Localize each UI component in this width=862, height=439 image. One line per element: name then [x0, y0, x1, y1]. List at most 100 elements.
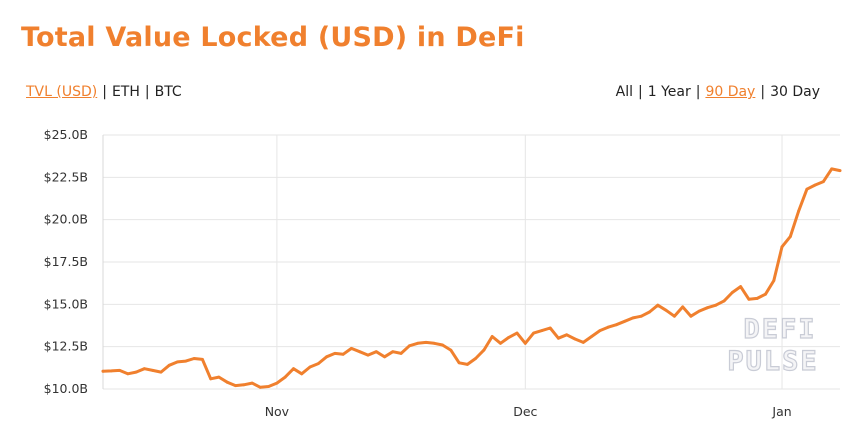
data-point: [788, 235, 792, 238]
y-tick-label: $12.5B: [44, 339, 88, 354]
data-point: [664, 308, 668, 312]
data-point: [242, 383, 246, 387]
data-point: [292, 367, 295, 371]
data-point: [557, 336, 560, 340]
data-point: [673, 314, 676, 318]
data-point: [143, 367, 146, 371]
chart-series: [101, 167, 842, 389]
y-axis: $10.0B $12.5B $15.0B $17.5B $20.0B $22.5B $25.…: [44, 127, 88, 396]
data-point: [316, 362, 320, 365]
data-point: [656, 303, 660, 307]
data-point: [706, 306, 709, 310]
data-point: [358, 350, 362, 354]
data-point: [109, 369, 113, 373]
unit-option-eth[interactable]: ETH: [111, 84, 140, 100]
data-point: [689, 314, 693, 318]
range-option-90-day[interactable]: 90 Day: [705, 84, 756, 100]
y-tick-label: $17.5B: [44, 254, 88, 269]
data-point: [730, 291, 734, 294]
data-point: [325, 355, 328, 359]
data-point: [532, 331, 535, 335]
data-point: [151, 369, 155, 372]
x-tick-label: Nov: [265, 404, 290, 419]
data-point: [366, 353, 370, 357]
watermark-line-1: DEFI: [743, 314, 816, 345]
data-point: [681, 305, 685, 309]
data-point: [474, 357, 477, 360]
data-point: [201, 358, 204, 361]
y-tick-label: $20.0B: [44, 212, 88, 227]
x-tick-label: Jan: [771, 404, 791, 419]
separator: |: [760, 84, 766, 100]
unit-option-tvl-usd[interactable]: TVL (USD): [26, 84, 98, 100]
data-point: [598, 329, 602, 332]
data-point: [822, 180, 825, 183]
data-point: [449, 348, 453, 352]
separator: |: [638, 84, 643, 100]
data-point: [192, 357, 196, 360]
data-point: [540, 329, 544, 332]
tvl-line-chart: DEFI PULSE $10.0B $12.5B $15.0B $17.5B $20.0…: [44, 127, 842, 419]
data-point: [101, 369, 105, 373]
data-point: [639, 314, 643, 318]
data-point: [739, 285, 742, 288]
data-point: [755, 297, 759, 300]
data-point: [797, 209, 800, 213]
data-point: [714, 303, 718, 307]
data-point: [457, 361, 461, 365]
data-point: [416, 341, 420, 345]
data-point: [350, 347, 353, 350]
data-point: [780, 245, 784, 249]
data-point: [267, 385, 270, 388]
data-point: [424, 341, 428, 344]
data-point: [482, 348, 486, 352]
y-tick-label: $15.0B: [44, 296, 88, 311]
data-point: [606, 325, 610, 329]
unit-option-btc[interactable]: BTC: [154, 84, 182, 100]
data-point: [772, 279, 776, 282]
data-point: [408, 344, 411, 348]
data-point: [648, 310, 651, 314]
page-title: Total Value Locked (USD) in DeFi: [21, 22, 525, 53]
range-option-1-year[interactable]: 1 Year: [647, 84, 691, 100]
data-point: [573, 337, 577, 341]
data-point: [466, 363, 469, 366]
data-point: [234, 384, 237, 387]
unit-toggle: TVL (USD) | ETH | BTC: [26, 84, 182, 100]
data-point: [225, 380, 229, 384]
data-point: [167, 363, 171, 367]
data-point: [258, 385, 262, 389]
data-point: [250, 381, 254, 385]
data-point: [838, 169, 842, 172]
data-point: [341, 352, 345, 356]
y-tick-label: $25.0B: [44, 127, 88, 142]
data-point: [118, 369, 121, 372]
data-point: [623, 319, 627, 323]
defi-pulse-watermark: DEFI PULSE: [727, 313, 817, 377]
data-point: [441, 343, 444, 347]
data-point: [126, 372, 130, 376]
data-point: [523, 341, 527, 345]
data-point: [548, 326, 552, 330]
data-point: [159, 370, 163, 374]
separator: |: [102, 84, 107, 100]
data-point: [764, 292, 767, 296]
data-point: [399, 352, 403, 355]
range-option-30-day[interactable]: 30 Day: [770, 84, 820, 100]
data-point: [507, 336, 511, 339]
data-point: [176, 360, 179, 364]
x-axis: Nov Dec Jan: [265, 404, 792, 419]
data-point: [722, 299, 726, 303]
range-option-all[interactable]: All: [615, 84, 633, 100]
x-tick-label: Dec: [513, 404, 537, 419]
data-point: [697, 309, 701, 313]
data-point: [283, 375, 287, 379]
data-point: [275, 381, 279, 385]
y-tick-label: $10.0B: [44, 381, 88, 396]
data-point: [374, 350, 378, 354]
data-point: [805, 187, 809, 191]
data-point: [813, 183, 817, 187]
y-tick-label: $22.5B: [44, 169, 88, 184]
data-point: [300, 372, 304, 376]
data-point: [432, 341, 436, 345]
